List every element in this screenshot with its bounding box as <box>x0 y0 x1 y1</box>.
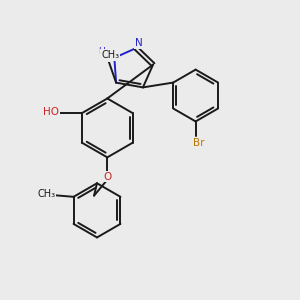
Text: H: H <box>99 47 105 56</box>
Text: O: O <box>104 172 112 182</box>
Text: Br: Br <box>194 138 205 148</box>
Text: CH₃: CH₃ <box>101 50 119 60</box>
Text: CH₃: CH₃ <box>38 189 56 199</box>
Text: N: N <box>135 38 143 48</box>
Text: N: N <box>104 51 112 61</box>
Text: HO: HO <box>43 107 59 117</box>
